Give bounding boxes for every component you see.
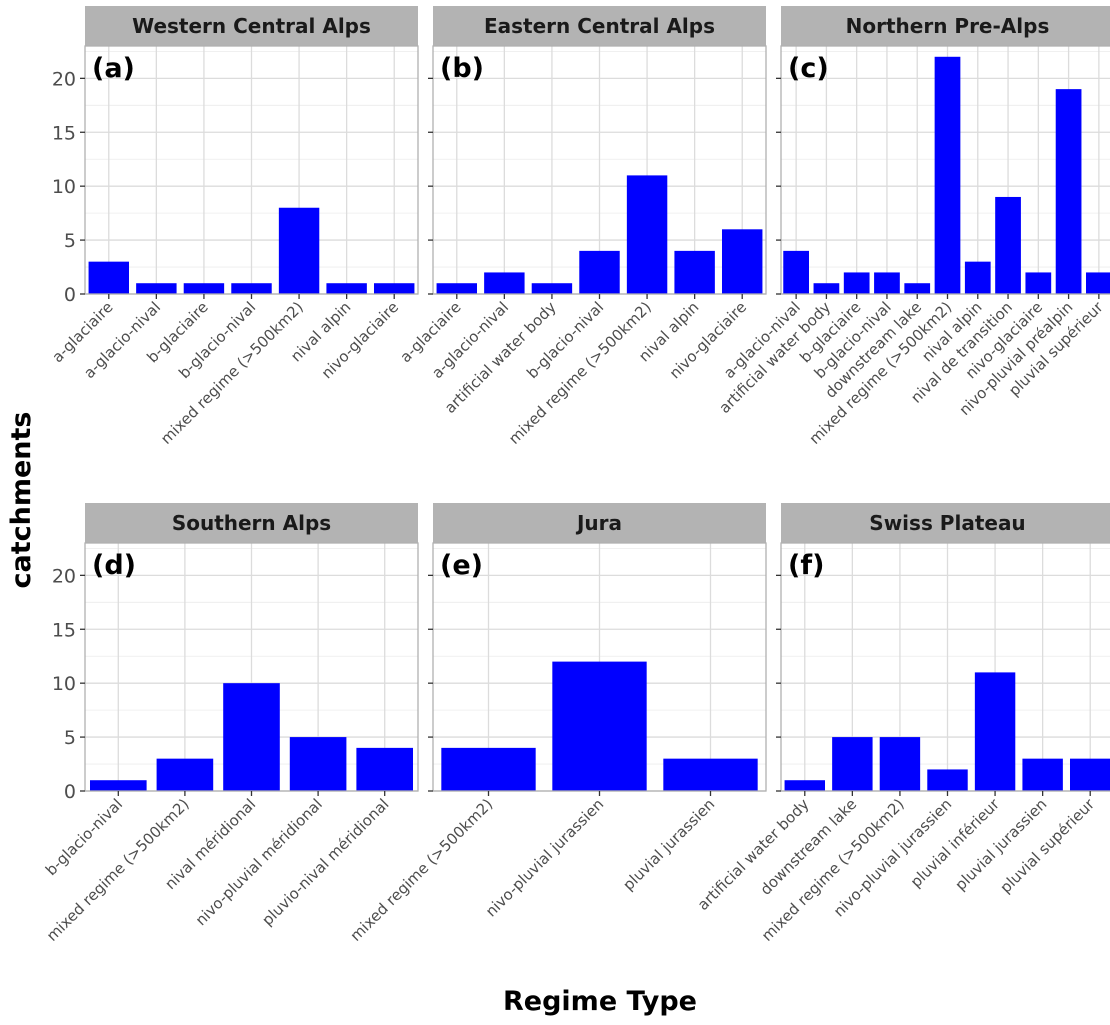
bar: [721, 229, 763, 294]
bar: [1025, 272, 1052, 294]
panel-3: Northern Pre-Alps(c)a-glacio-nivalartifi…: [715, 6, 1110, 448]
bar: [974, 672, 1016, 791]
y-tick-label: 0: [64, 284, 76, 306]
bar: [813, 283, 840, 294]
bar: [88, 261, 130, 294]
y-tick-label: 5: [64, 727, 76, 749]
bar: [904, 283, 931, 294]
panel-label: (c): [788, 53, 829, 84]
y-tick-label: 5: [64, 230, 76, 252]
x-tick-label: nivo-pluvial jurassien: [482, 795, 607, 920]
facet-strip: [85, 6, 418, 46]
panel-4: Southern Alps(d)05101520b-glacio-nivalmi…: [42, 503, 419, 945]
y-tick-label: 0: [64, 781, 76, 803]
facet-title: Northern Pre-Alps: [846, 14, 1050, 38]
facet-title: Jura: [575, 511, 622, 535]
bar: [441, 747, 536, 791]
panel-background: [781, 543, 1110, 791]
bar: [832, 737, 873, 791]
x-axis-title: Regime Type: [503, 986, 697, 1017]
panel-2: Eastern Central Alps(b)a-glaciairea-glac…: [396, 6, 767, 448]
y-tick-label: 15: [52, 619, 76, 641]
panel-label: (e): [440, 550, 483, 581]
y-axis-title: catchments: [6, 411, 37, 588]
bar: [231, 283, 272, 294]
bar: [436, 283, 478, 294]
facet-strip: [433, 6, 766, 46]
bar: [156, 758, 214, 791]
panel-label: (a): [92, 53, 135, 84]
facet-strip: [781, 503, 1110, 543]
bar: [356, 747, 414, 791]
bar: [995, 196, 1021, 294]
bar: [1022, 758, 1063, 791]
bar: [783, 250, 810, 294]
y-tick-label: 15: [52, 122, 76, 144]
facet-strip: [85, 503, 418, 543]
facet-title: Eastern Central Alps: [484, 14, 715, 38]
bar: [1055, 89, 1082, 294]
y-tick-label: 10: [52, 176, 76, 198]
bar: [674, 250, 715, 294]
bar: [223, 683, 280, 791]
bar: [278, 207, 320, 294]
panel-1: Western Central Alps(a)05101520a-glaciai…: [48, 6, 419, 448]
facet-title: Western Central Alps: [132, 14, 371, 38]
x-tick-label: pluvial jurassien: [619, 795, 718, 894]
bar: [843, 272, 870, 294]
bar: [879, 737, 921, 791]
panel-label: (f): [788, 550, 824, 581]
facet-strip: [433, 503, 766, 543]
panel-label: (b): [440, 53, 484, 84]
x-tick-label: mixed regime (>500km2): [43, 795, 193, 945]
bar: [1069, 758, 1110, 791]
facet-title: Swiss Plateau: [869, 511, 1025, 535]
bar: [927, 769, 968, 791]
bar: [326, 283, 367, 294]
bar: [183, 283, 225, 294]
bar: [964, 261, 991, 294]
y-tick-label: 20: [52, 565, 76, 587]
bar: [136, 283, 177, 294]
bar: [626, 175, 668, 294]
facet-strip: [781, 6, 1110, 46]
x-tick-label: nivo-pluvial méridional: [192, 795, 326, 929]
bar: [663, 758, 758, 791]
y-tick-label: 20: [52, 68, 76, 90]
bar: [89, 780, 147, 791]
facet-title: Southern Alps: [172, 511, 331, 535]
bar: [1085, 272, 1110, 294]
bar: [373, 283, 415, 294]
bar: [934, 56, 961, 294]
bar: [289, 737, 347, 791]
bar: [579, 250, 620, 294]
bar: [531, 283, 573, 294]
panel-label: (d): [92, 550, 136, 581]
bar: [484, 272, 525, 294]
bar: [784, 780, 826, 791]
bar: [552, 661, 647, 791]
bar: [874, 272, 900, 294]
y-tick-label: 10: [52, 673, 76, 695]
